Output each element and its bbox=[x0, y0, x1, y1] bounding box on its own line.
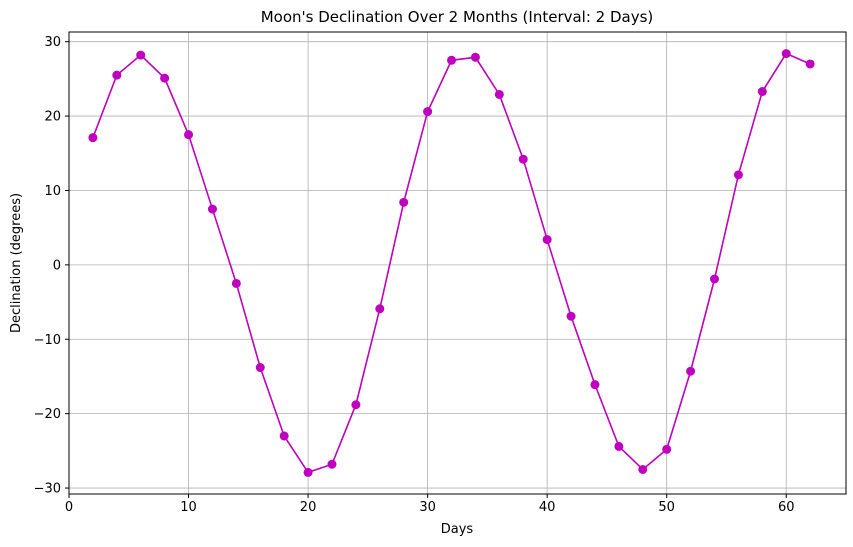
data-point bbox=[686, 366, 696, 376]
y-tick-label: −30 bbox=[34, 482, 61, 497]
data-point bbox=[423, 107, 433, 117]
data-point bbox=[136, 50, 146, 60]
data-point bbox=[112, 70, 122, 80]
data-point bbox=[494, 89, 504, 99]
y-tick-label: −10 bbox=[34, 333, 61, 348]
data-point bbox=[781, 49, 791, 59]
axis-ticks: 0 10 20 30 40 50 60 −30 −20 −10 0 10 20 30 bbox=[34, 35, 795, 515]
data-point bbox=[184, 130, 194, 140]
data-point bbox=[566, 311, 576, 321]
data-point bbox=[614, 441, 624, 451]
x-tick-label: 60 bbox=[778, 500, 795, 515]
y-tick-label: 20 bbox=[44, 110, 61, 125]
x-tick-label: 0 bbox=[65, 500, 73, 515]
data-point bbox=[160, 73, 170, 83]
data-point bbox=[470, 52, 480, 62]
data-point bbox=[303, 467, 313, 477]
data-point bbox=[662, 444, 672, 454]
data-point bbox=[327, 459, 337, 469]
y-axis-label: Declination (degrees) bbox=[9, 193, 24, 333]
plot-frame bbox=[68, 31, 847, 495]
series-layer bbox=[88, 49, 815, 477]
data-point bbox=[518, 154, 528, 164]
data-point bbox=[733, 170, 743, 180]
x-tick-label: 30 bbox=[419, 500, 436, 515]
data-point bbox=[638, 464, 648, 474]
y-tick-label: 30 bbox=[44, 35, 61, 50]
chart-title: Moon's Declination Over 2 Months (Interv… bbox=[261, 8, 654, 26]
data-point bbox=[590, 380, 600, 390]
y-tick-label: −20 bbox=[34, 407, 61, 422]
data-point bbox=[375, 304, 385, 314]
data-point bbox=[542, 235, 552, 245]
data-point bbox=[207, 204, 217, 214]
x-axis-label: Days bbox=[441, 522, 474, 537]
data-point bbox=[757, 87, 767, 97]
data-point bbox=[88, 133, 98, 143]
data-point bbox=[279, 431, 289, 441]
data-point bbox=[710, 274, 720, 284]
data-point bbox=[231, 278, 241, 288]
data-point bbox=[805, 59, 815, 69]
y-tick-label: 10 bbox=[44, 184, 61, 199]
y-tick-label: 0 bbox=[53, 258, 61, 273]
data-point bbox=[351, 400, 361, 410]
x-tick-label: 20 bbox=[300, 500, 317, 515]
x-tick-label: 50 bbox=[658, 500, 675, 515]
data-point bbox=[399, 197, 409, 207]
x-tick-label: 40 bbox=[539, 500, 556, 515]
data-point bbox=[447, 55, 457, 65]
grid bbox=[68, 32, 846, 494]
data-point bbox=[255, 363, 265, 373]
x-tick-label: 10 bbox=[180, 500, 197, 515]
